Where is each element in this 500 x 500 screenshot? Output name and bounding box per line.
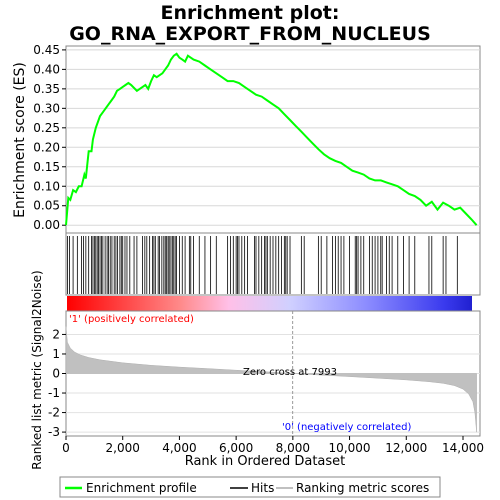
es-y-tick-label: 0.45 <box>33 43 60 57</box>
legend-enrichment-label: Enrichment profile <box>86 481 197 495</box>
es-y-tick-label: 0.25 <box>33 121 60 135</box>
x-tick-label: 2,000 <box>106 441 140 455</box>
es-y-tick-label: 0.15 <box>33 160 60 174</box>
metric-y-tick-label: -1 <box>48 386 60 400</box>
es-plot-frame <box>65 45 481 234</box>
hit-markers <box>67 236 458 294</box>
x-tick-label: 14,000 <box>442 441 484 455</box>
chart-title-line1: Enrichment plot: <box>161 2 340 24</box>
x-tick-label: 8,000 <box>276 441 310 455</box>
metric-y-tick-label: 2 <box>52 327 60 341</box>
es-y-tick-label: 0.40 <box>33 62 60 76</box>
es-y-tick-label: 0.10 <box>33 179 60 193</box>
x-tick-label: 10,000 <box>329 441 371 455</box>
negative-correlation-label: '0' (negatively correlated) <box>282 422 411 433</box>
es-y-axis-label: Enrichment score (ES) <box>12 62 28 218</box>
es-y-tick-label: 0.30 <box>33 101 60 115</box>
positive-correlation-label: '1' (positively correlated) <box>69 314 194 325</box>
chart-title-line2: GO_RNA_EXPORT_FROM_NUCLEUS <box>69 23 431 45</box>
x-axis-ticks: 0 2,000 4,000 6,000 8,000 10,000 12,000 14,000 <box>62 436 484 455</box>
x-tick-label: 4,000 <box>162 441 196 455</box>
x-tick-label: 0 <box>62 441 70 455</box>
rank-color-bar <box>67 296 472 311</box>
metric-y-ticks: -3 -2 -1 0 1 2 <box>48 327 66 439</box>
es-y-tick-label: 0.20 <box>33 140 60 154</box>
metric-y-tick-label: -3 <box>48 425 60 439</box>
es-y-ticks: 0.00 0.05 0.10 0.15 0.20 0.25 0.30 0.35 0.40 0.45 <box>33 43 66 232</box>
es-gridlines <box>66 49 480 226</box>
es-y-tick-label: 0.05 <box>33 199 60 213</box>
legend-hits-label: Hits <box>251 481 274 495</box>
enrichment-profile-line <box>65 52 478 226</box>
es-y-tick-label: 0.00 <box>33 218 60 232</box>
metric-y-tick-label: -2 <box>48 406 60 420</box>
es-y-tick-label: 0.35 <box>33 82 60 96</box>
metric-gridlines <box>66 333 480 433</box>
x-tick-label: 12,000 <box>385 441 427 455</box>
x-axis-label: Rank in Ordered Dataset <box>185 454 346 469</box>
metric-y-tick-label: 0 <box>52 367 60 381</box>
legend-box <box>59 476 441 498</box>
x-tick-label: 6,000 <box>219 441 253 455</box>
legend-ranking-label: Ranking metric scores <box>296 481 429 495</box>
metric-y-axis-label: Ranked list metric (Signal2Noise) <box>30 270 44 469</box>
metric-y-tick-label: 1 <box>52 347 60 361</box>
zero-cross-label: Zero cross at 7993 <box>243 367 337 378</box>
